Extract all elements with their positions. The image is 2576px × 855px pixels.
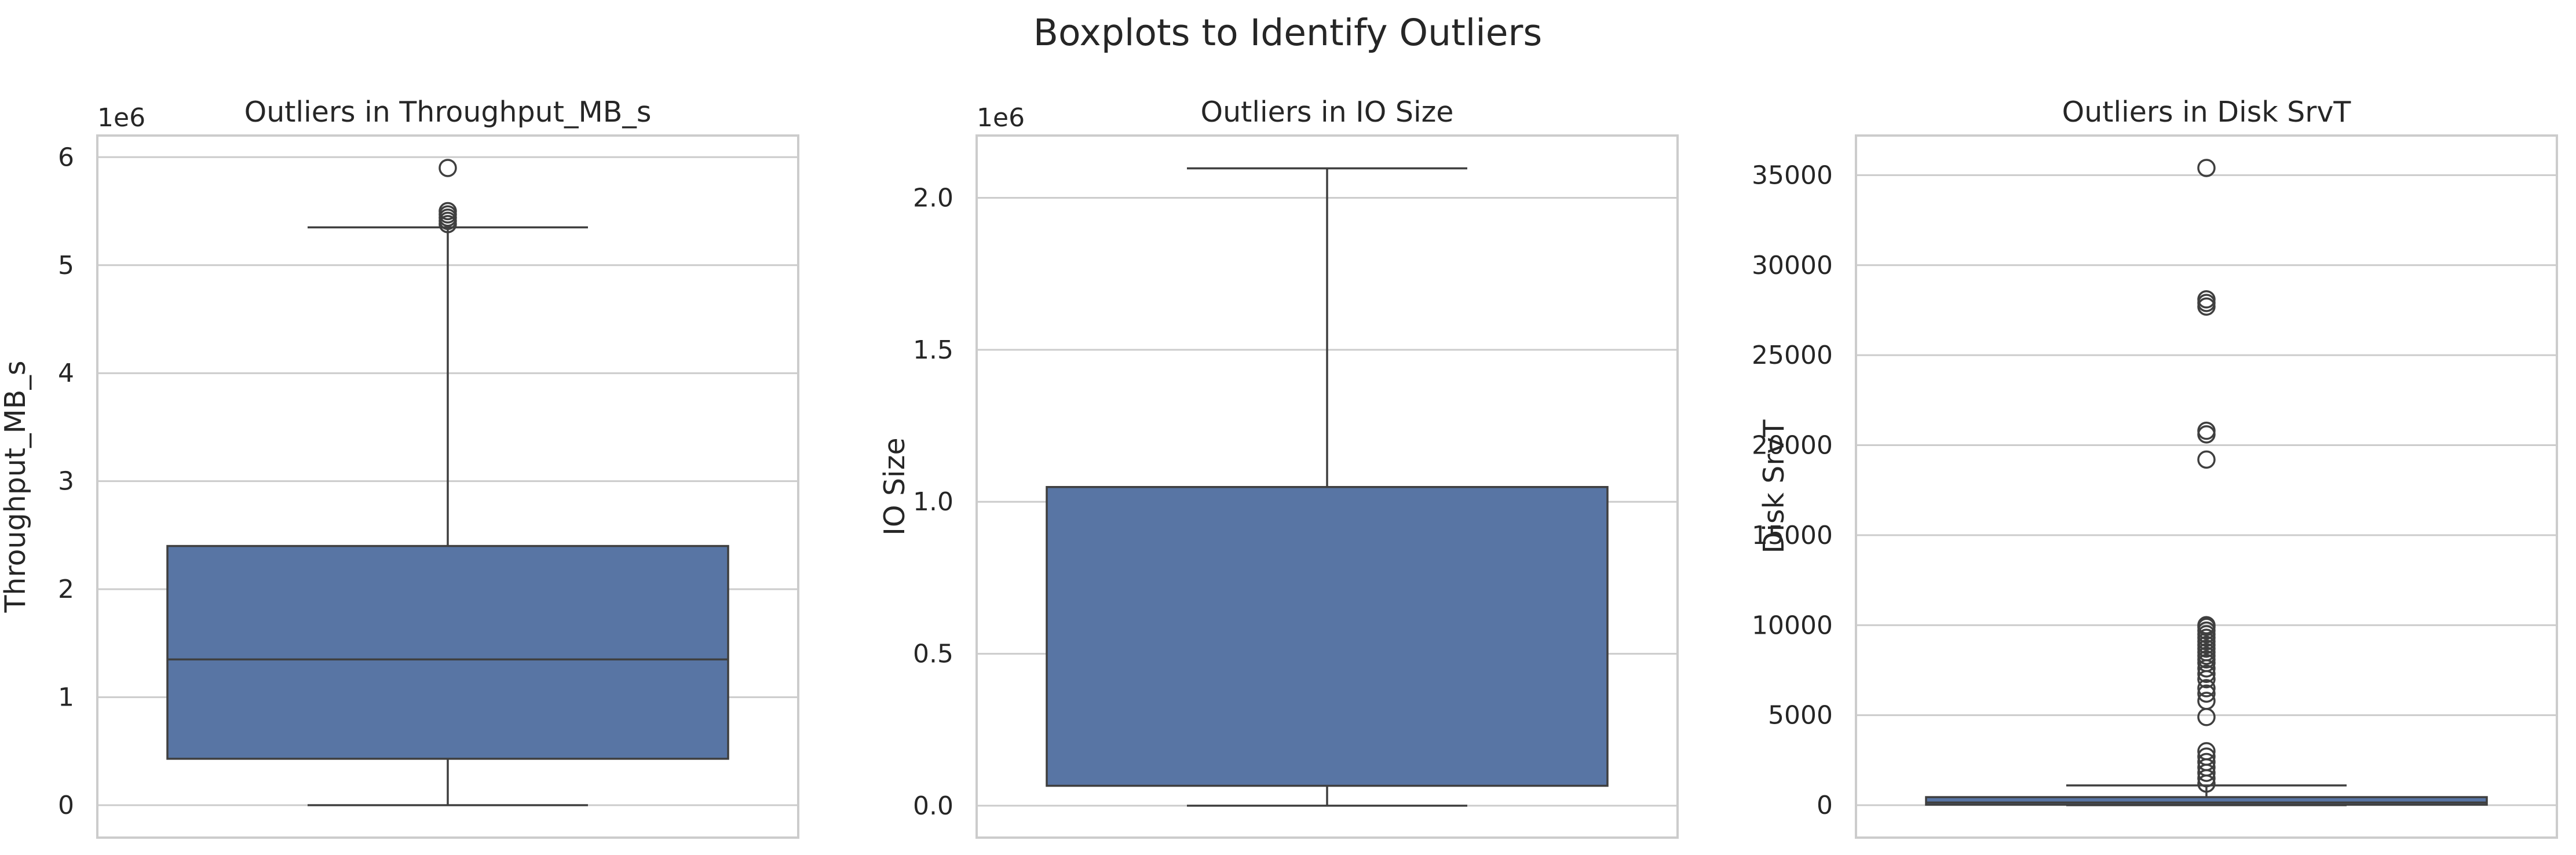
y-tick-label: 25000: [1752, 341, 1833, 370]
iqr-box: [166, 545, 729, 760]
outlier-point: [2197, 752, 2216, 772]
y-tick-label: 6: [58, 142, 74, 172]
outlier-point: [439, 159, 457, 177]
outlier-point: [2197, 425, 2216, 444]
boxplot-panel-3: 0 5000 10000 15000 20000 25000 30000 35000 Outli…: [1752, 96, 2558, 839]
y-tick-label: 1.5: [913, 335, 953, 365]
y-tick-label: 15000: [1752, 521, 1833, 550]
y-tick-label: 30000: [1752, 251, 1833, 280]
plot-frame: [975, 134, 1679, 839]
y-tick-label: 0: [58, 791, 74, 820]
iqr-box: [1046, 485, 1609, 787]
panel-title: Outliers in Throughput_MB_s: [244, 96, 652, 129]
y-tick-label: 35000: [1752, 160, 1833, 190]
iqr-box: [1925, 796, 2488, 806]
outlier-point: [2197, 421, 2216, 440]
y-tick-label: 5: [58, 251, 74, 280]
axis-offset-label: 1e6: [977, 103, 1025, 133]
y-tick-label: 5000: [1768, 701, 1833, 730]
boxplot-panel-2: 0.0 0.5 1.0 1.5 2.0 Outliers in IO Size 1e6 IO …: [878, 96, 1679, 839]
figure-title: Boxplots to Identify Outliers: [1033, 12, 1543, 54]
outlier-point: [2197, 616, 2216, 635]
boxplot-panel-1: 0 1 2 3 4 5 6 Outliers in Throughput_MB_s 1e6 Thr…: [0, 96, 799, 839]
y-tick-label: 10000: [1752, 611, 1833, 640]
outlier-point: [2197, 679, 2216, 697]
y-tick-label: 0.0: [913, 791, 953, 821]
outlier-point: [439, 202, 457, 221]
y-tick-label: 1: [58, 683, 74, 712]
y-axis-label: Throughput_MB_s: [0, 360, 32, 613]
outlier-point: [2197, 747, 2216, 766]
outlier-point: [2197, 692, 2216, 710]
outlier-point: [2197, 684, 2216, 703]
outlier-point: [2197, 664, 2216, 683]
y-tick-label: 3: [58, 467, 74, 496]
chart-panels: 0 1 2 3 4 5 6 Outliers in Throughput_MB_s 1e6 Thr…: [0, 96, 2558, 839]
axis-offset-label: 1e6: [97, 103, 145, 133]
outlier-point: [2197, 708, 2216, 726]
outlier-point: [2197, 294, 2216, 312]
y-tick-label: 2.0: [913, 184, 953, 213]
plot-frame: [96, 134, 799, 839]
y-tick-label: 0.5: [913, 640, 953, 669]
y-tick-label: 1.0: [913, 487, 953, 517]
y-tick-label: 0: [1817, 791, 1833, 820]
plot-frame: [1855, 134, 2558, 839]
outlier-point: [2197, 742, 2216, 761]
y-tick-label: 4: [58, 359, 74, 388]
panel-title: Outliers in IO Size: [1201, 96, 1454, 129]
outlier-point: [2197, 450, 2216, 469]
panel-title: Outliers in Disk SrvT: [2062, 96, 2352, 129]
y-axis-label: IO Size: [878, 437, 911, 535]
y-axis-label: Disk SrvT: [1757, 419, 1791, 553]
y-tick-label: 20000: [1752, 431, 1833, 461]
outlier-point: [2197, 290, 2216, 309]
outlier-point: [2197, 159, 2216, 177]
y-tick-label: 2: [58, 575, 74, 604]
